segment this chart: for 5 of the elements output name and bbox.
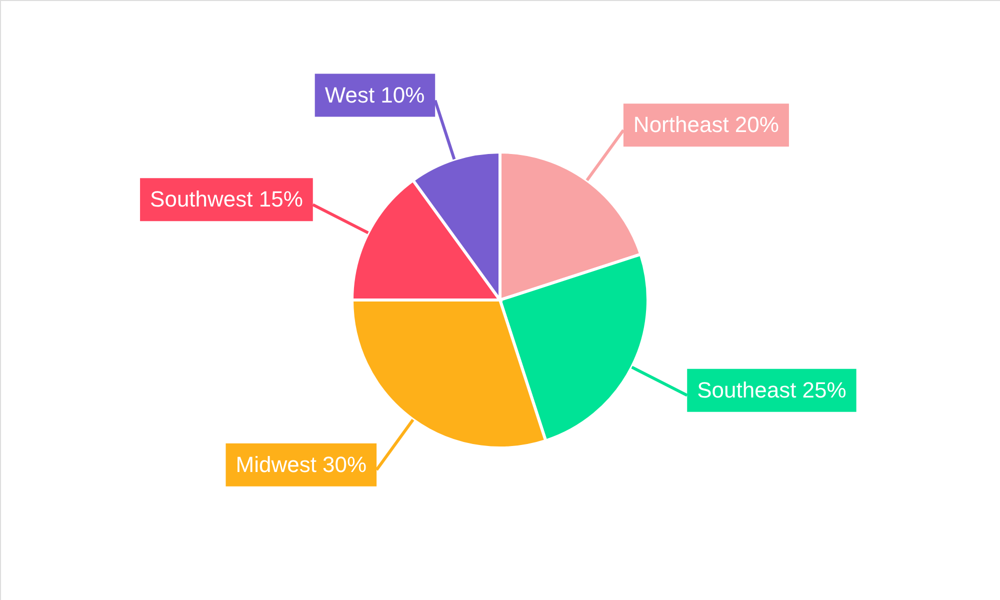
slice-label: West 10% xyxy=(324,82,425,108)
slice-label: Midwest 30% xyxy=(236,452,367,477)
slice-label: Southeast 25% xyxy=(697,377,846,402)
slice-label: Southwest 15% xyxy=(150,186,303,212)
slice-label: Northeast 20% xyxy=(633,112,779,138)
